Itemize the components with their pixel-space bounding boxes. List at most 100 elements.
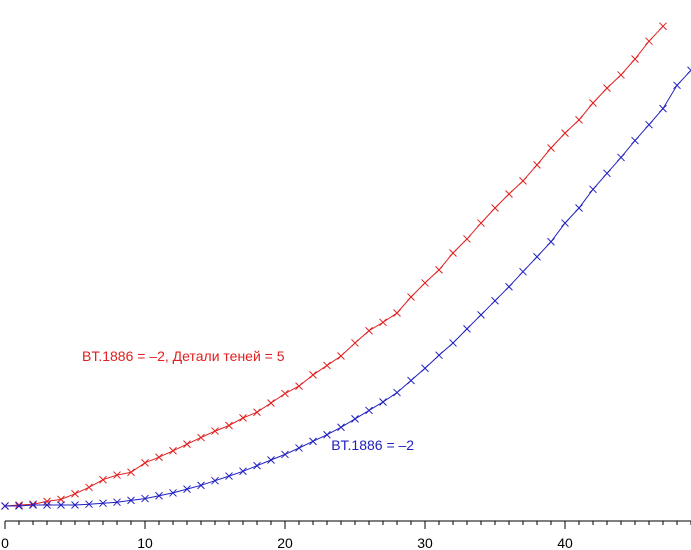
data-point — [351, 339, 359, 347]
data-point — [631, 55, 639, 63]
series-layer — [1, 22, 691, 510]
data-point — [393, 309, 401, 317]
data-point — [435, 266, 443, 274]
data-point — [491, 204, 499, 212]
data-point — [589, 99, 597, 107]
data-point — [533, 161, 541, 169]
data-point — [337, 352, 345, 360]
data-point — [519, 267, 527, 276]
data-point — [113, 471, 121, 479]
labels-layer: BT.1886 = –2, Детали теней = 5 BT.1886 = … — [82, 348, 414, 453]
data-point — [561, 219, 569, 227]
data-point — [281, 389, 289, 398]
data-point — [141, 494, 149, 503]
data-point — [197, 481, 205, 490]
data-point — [295, 444, 303, 452]
data-point — [43, 497, 51, 506]
data-point — [379, 318, 387, 327]
data-point — [393, 388, 401, 397]
data-point — [253, 408, 261, 417]
data-point — [477, 219, 485, 227]
data-point — [533, 252, 541, 261]
data-point — [15, 502, 23, 510]
axes: 0 10 20 30 40 — [1, 520, 691, 550]
data-point — [575, 204, 583, 212]
data-point — [365, 406, 373, 415]
data-point — [603, 169, 611, 178]
data-point — [631, 136, 639, 145]
data-point — [645, 37, 653, 46]
data-point — [617, 153, 625, 162]
data-point — [99, 499, 107, 508]
data-point — [491, 296, 499, 305]
x-tick-label: 30 — [417, 535, 433, 550]
data-point — [99, 475, 107, 484]
data-point — [309, 437, 317, 446]
data-point — [85, 483, 93, 492]
data-point — [239, 467, 247, 476]
data-point — [183, 440, 191, 449]
data-point — [603, 84, 611, 92]
data-point — [519, 177, 527, 185]
data-point — [211, 427, 219, 435]
data-point — [57, 501, 65, 509]
data-point — [561, 129, 569, 137]
data-point — [253, 461, 261, 470]
data-point — [659, 22, 667, 31]
data-point — [15, 501, 23, 509]
data-point — [1, 502, 9, 510]
data-point — [323, 430, 331, 439]
data-point — [127, 496, 135, 505]
data-point — [267, 456, 275, 464]
data-point — [225, 421, 233, 430]
data-point — [407, 293, 415, 301]
x-tick-label: 20 — [277, 535, 293, 550]
data-point — [659, 104, 667, 113]
data-point — [141, 458, 149, 467]
data-point — [85, 500, 93, 509]
x-tick-label: 10 — [137, 535, 153, 550]
data-point — [197, 433, 205, 442]
data-point — [155, 453, 163, 462]
data-point — [29, 500, 37, 509]
data-point — [169, 446, 177, 455]
data-point — [477, 310, 485, 319]
data-point — [127, 468, 135, 477]
data-point — [365, 326, 373, 335]
data-point — [421, 364, 429, 373]
data-point — [295, 382, 303, 390]
data-point — [449, 339, 457, 347]
data-point — [449, 249, 457, 257]
data-point — [281, 450, 289, 459]
series-1 — [1, 66, 691, 510]
data-point — [547, 237, 555, 246]
data-point — [435, 351, 443, 360]
series-label-1: BT.1886 = –2 — [331, 437, 414, 453]
data-point — [323, 361, 331, 370]
data-point — [29, 501, 37, 509]
data-point — [337, 423, 345, 432]
data-point — [71, 501, 79, 509]
data-point — [351, 415, 359, 423]
series-label-0: BT.1886 = –2, Детали теней = 5 — [82, 348, 285, 364]
data-point — [309, 371, 317, 379]
data-point — [239, 414, 247, 422]
data-point — [225, 472, 233, 480]
data-point — [267, 399, 275, 407]
x-tick-label: 40 — [557, 535, 573, 550]
data-point — [211, 476, 219, 485]
data-point — [687, 66, 691, 75]
data-point — [155, 491, 163, 500]
data-point — [617, 71, 625, 79]
x-tick-label: 0 — [1, 535, 9, 550]
series-0 — [1, 22, 667, 510]
data-point — [463, 325, 471, 333]
data-point — [379, 398, 387, 406]
data-point — [463, 235, 471, 243]
data-point — [673, 81, 681, 90]
data-point — [589, 185, 597, 194]
data-point — [183, 485, 191, 493]
data-point — [113, 498, 121, 507]
data-point — [547, 144, 555, 152]
